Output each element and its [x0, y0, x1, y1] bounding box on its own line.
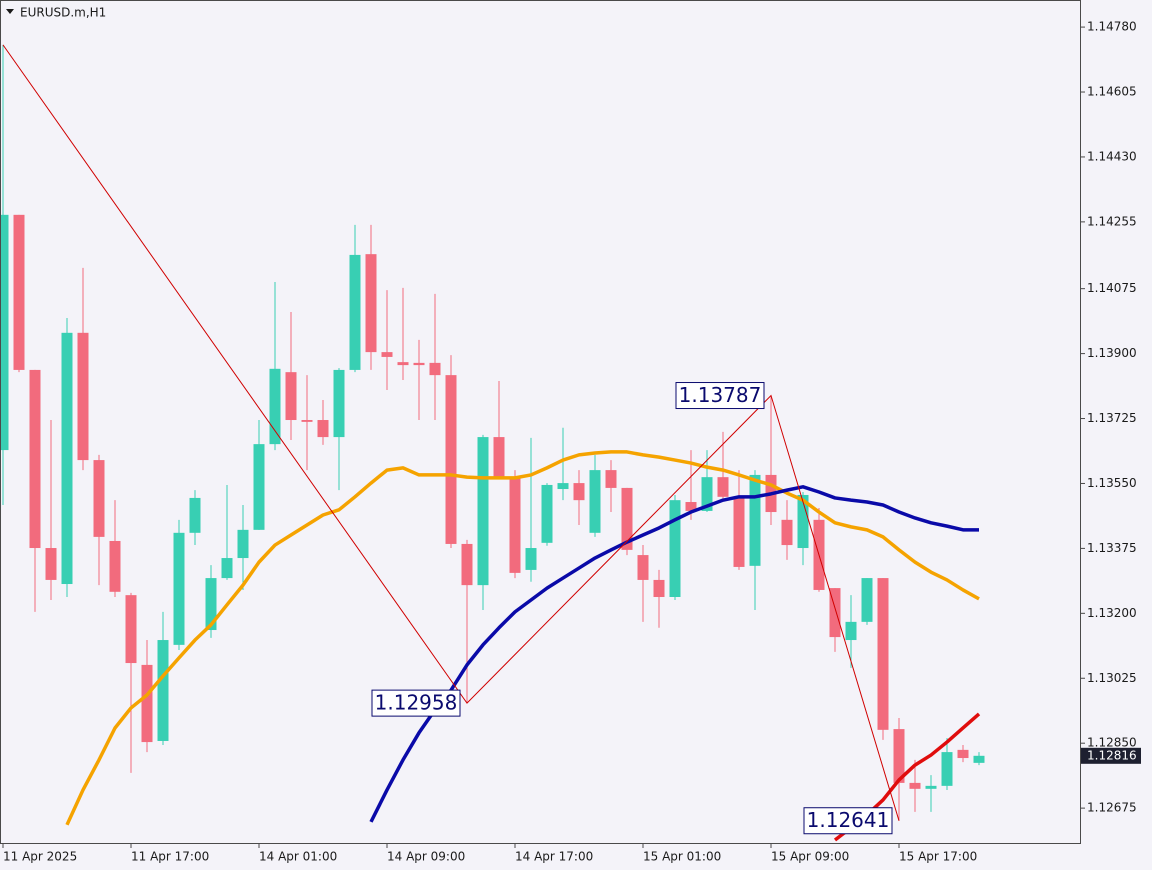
current-price-label: 1.12816: [1087, 748, 1137, 762]
plot-area: 1.12958 1.13787 1.12641: [0, 44, 985, 842]
x-tick-label: 11 Apr 17:00: [131, 850, 209, 864]
x-tick-label: 14 Apr 01:00: [259, 850, 337, 864]
candle-body: [829, 588, 841, 638]
candle-body: [701, 477, 713, 511]
candle-body: [29, 369, 41, 549]
zigzag-label-box: [371, 689, 461, 717]
plot-frame: [0, 0, 1081, 844]
candle-body: [493, 437, 505, 478]
candle-body: [141, 664, 153, 743]
x-tick-label: 15 Apr 01:00: [643, 850, 721, 864]
candle-body: [637, 555, 649, 580]
candle-body: [957, 749, 969, 759]
candle-body: [589, 470, 601, 533]
y-tick-label: 1.13725: [1087, 411, 1137, 425]
candle-body: [77, 332, 89, 461]
candle-body: [349, 254, 361, 370]
moving-average-line: [65, 450, 980, 826]
candle-body: [653, 579, 665, 598]
current-price-tag: [1081, 747, 1141, 764]
candle-body: [605, 470, 617, 488]
zigzag-label: 1.12958: [375, 691, 458, 715]
candle-body: [573, 483, 585, 501]
candle-body: [125, 595, 137, 664]
y-tick-label: 1.12850: [1087, 736, 1137, 750]
candle-body: [893, 729, 905, 783]
candle-body: [973, 755, 985, 763]
candle-body: [221, 558, 233, 579]
candle-body: [797, 494, 809, 549]
candle-body: [733, 496, 745, 567]
candle-body: [749, 474, 761, 566]
candle-body: [365, 254, 377, 353]
zigzag-label: 1.12641: [807, 808, 890, 832]
candle-body: [669, 500, 681, 598]
candle-body: [509, 477, 521, 573]
candle-body: [237, 529, 249, 559]
candle-body: [333, 369, 345, 438]
candle-body: [845, 621, 857, 641]
moving-average-line: [369, 485, 979, 823]
candle-body: [317, 420, 329, 438]
candle-body: [477, 437, 489, 586]
candle-body: [61, 332, 73, 585]
candle-body: [93, 460, 105, 537]
x-tick-label: 11 Apr 2025: [3, 850, 77, 864]
candle-body: [541, 484, 553, 543]
symbol-menu-arrow[interactable]: [6, 9, 14, 14]
candle-body: [413, 362, 425, 366]
candle-body: [301, 420, 313, 422]
candle-body: [109, 540, 121, 592]
chart-title: EURUSD.m,H1: [20, 6, 106, 20]
candle-body: [557, 483, 569, 490]
zigzag-label-box: [675, 382, 765, 410]
y-tick-label: 1.13025: [1087, 671, 1137, 685]
x-tick-label: 15 Apr 17:00: [899, 850, 977, 864]
candle-body: [13, 214, 25, 370]
y-tick-label: 1.14075: [1087, 281, 1137, 295]
candle-body: [861, 578, 873, 622]
candle-body: [157, 640, 169, 741]
x-tick-label: 14 Apr 17:00: [515, 850, 593, 864]
candle-body: [45, 548, 57, 580]
y-tick-label: 1.13550: [1087, 476, 1137, 490]
candle-body: [781, 519, 793, 546]
candle-body: [189, 497, 201, 533]
candle-body: [269, 368, 281, 445]
y-tick-label: 1.14255: [1087, 214, 1137, 228]
candle-body: [381, 352, 393, 357]
y-tick-label: 1.14430: [1087, 149, 1137, 163]
candle-body: [909, 782, 921, 789]
candle-body: [525, 548, 537, 570]
y-tick-label: 1.13375: [1087, 541, 1137, 555]
x-tick-label: 14 Apr 09:00: [387, 850, 465, 864]
candle-body: [941, 752, 953, 786]
candle-body: [621, 487, 633, 550]
candle-body: [205, 578, 217, 631]
candle-body: [253, 444, 265, 530]
y-tick-label: 1.13200: [1087, 606, 1137, 620]
candle-body: [925, 785, 937, 789]
y-tick-label: 1.14780: [1087, 20, 1137, 34]
y-tick-label: 1.12675: [1087, 801, 1137, 815]
candle-body: [877, 578, 889, 730]
candle-body: [461, 543, 473, 586]
zigzag-label-box: [803, 807, 893, 835]
zigzag-line: [2, 44, 900, 821]
candle-body: [685, 502, 697, 511]
y-tick-label: 1.14605: [1087, 85, 1137, 99]
candle-body: [717, 477, 729, 497]
zigzag-label: 1.13787: [679, 383, 762, 407]
candle-body: [173, 532, 185, 645]
candle-body: [0, 214, 9, 451]
candle-body: [445, 375, 457, 544]
x-tick-label: 15 Apr 09:00: [771, 850, 849, 864]
candle-body: [285, 372, 297, 421]
candle-body: [397, 362, 409, 366]
candle-body: [429, 362, 441, 376]
y-tick-label: 1.13900: [1087, 346, 1137, 360]
